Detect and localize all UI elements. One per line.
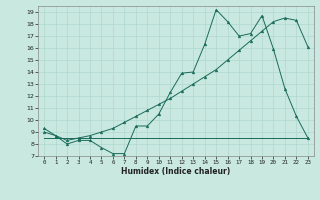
X-axis label: Humidex (Indice chaleur): Humidex (Indice chaleur) — [121, 167, 231, 176]
